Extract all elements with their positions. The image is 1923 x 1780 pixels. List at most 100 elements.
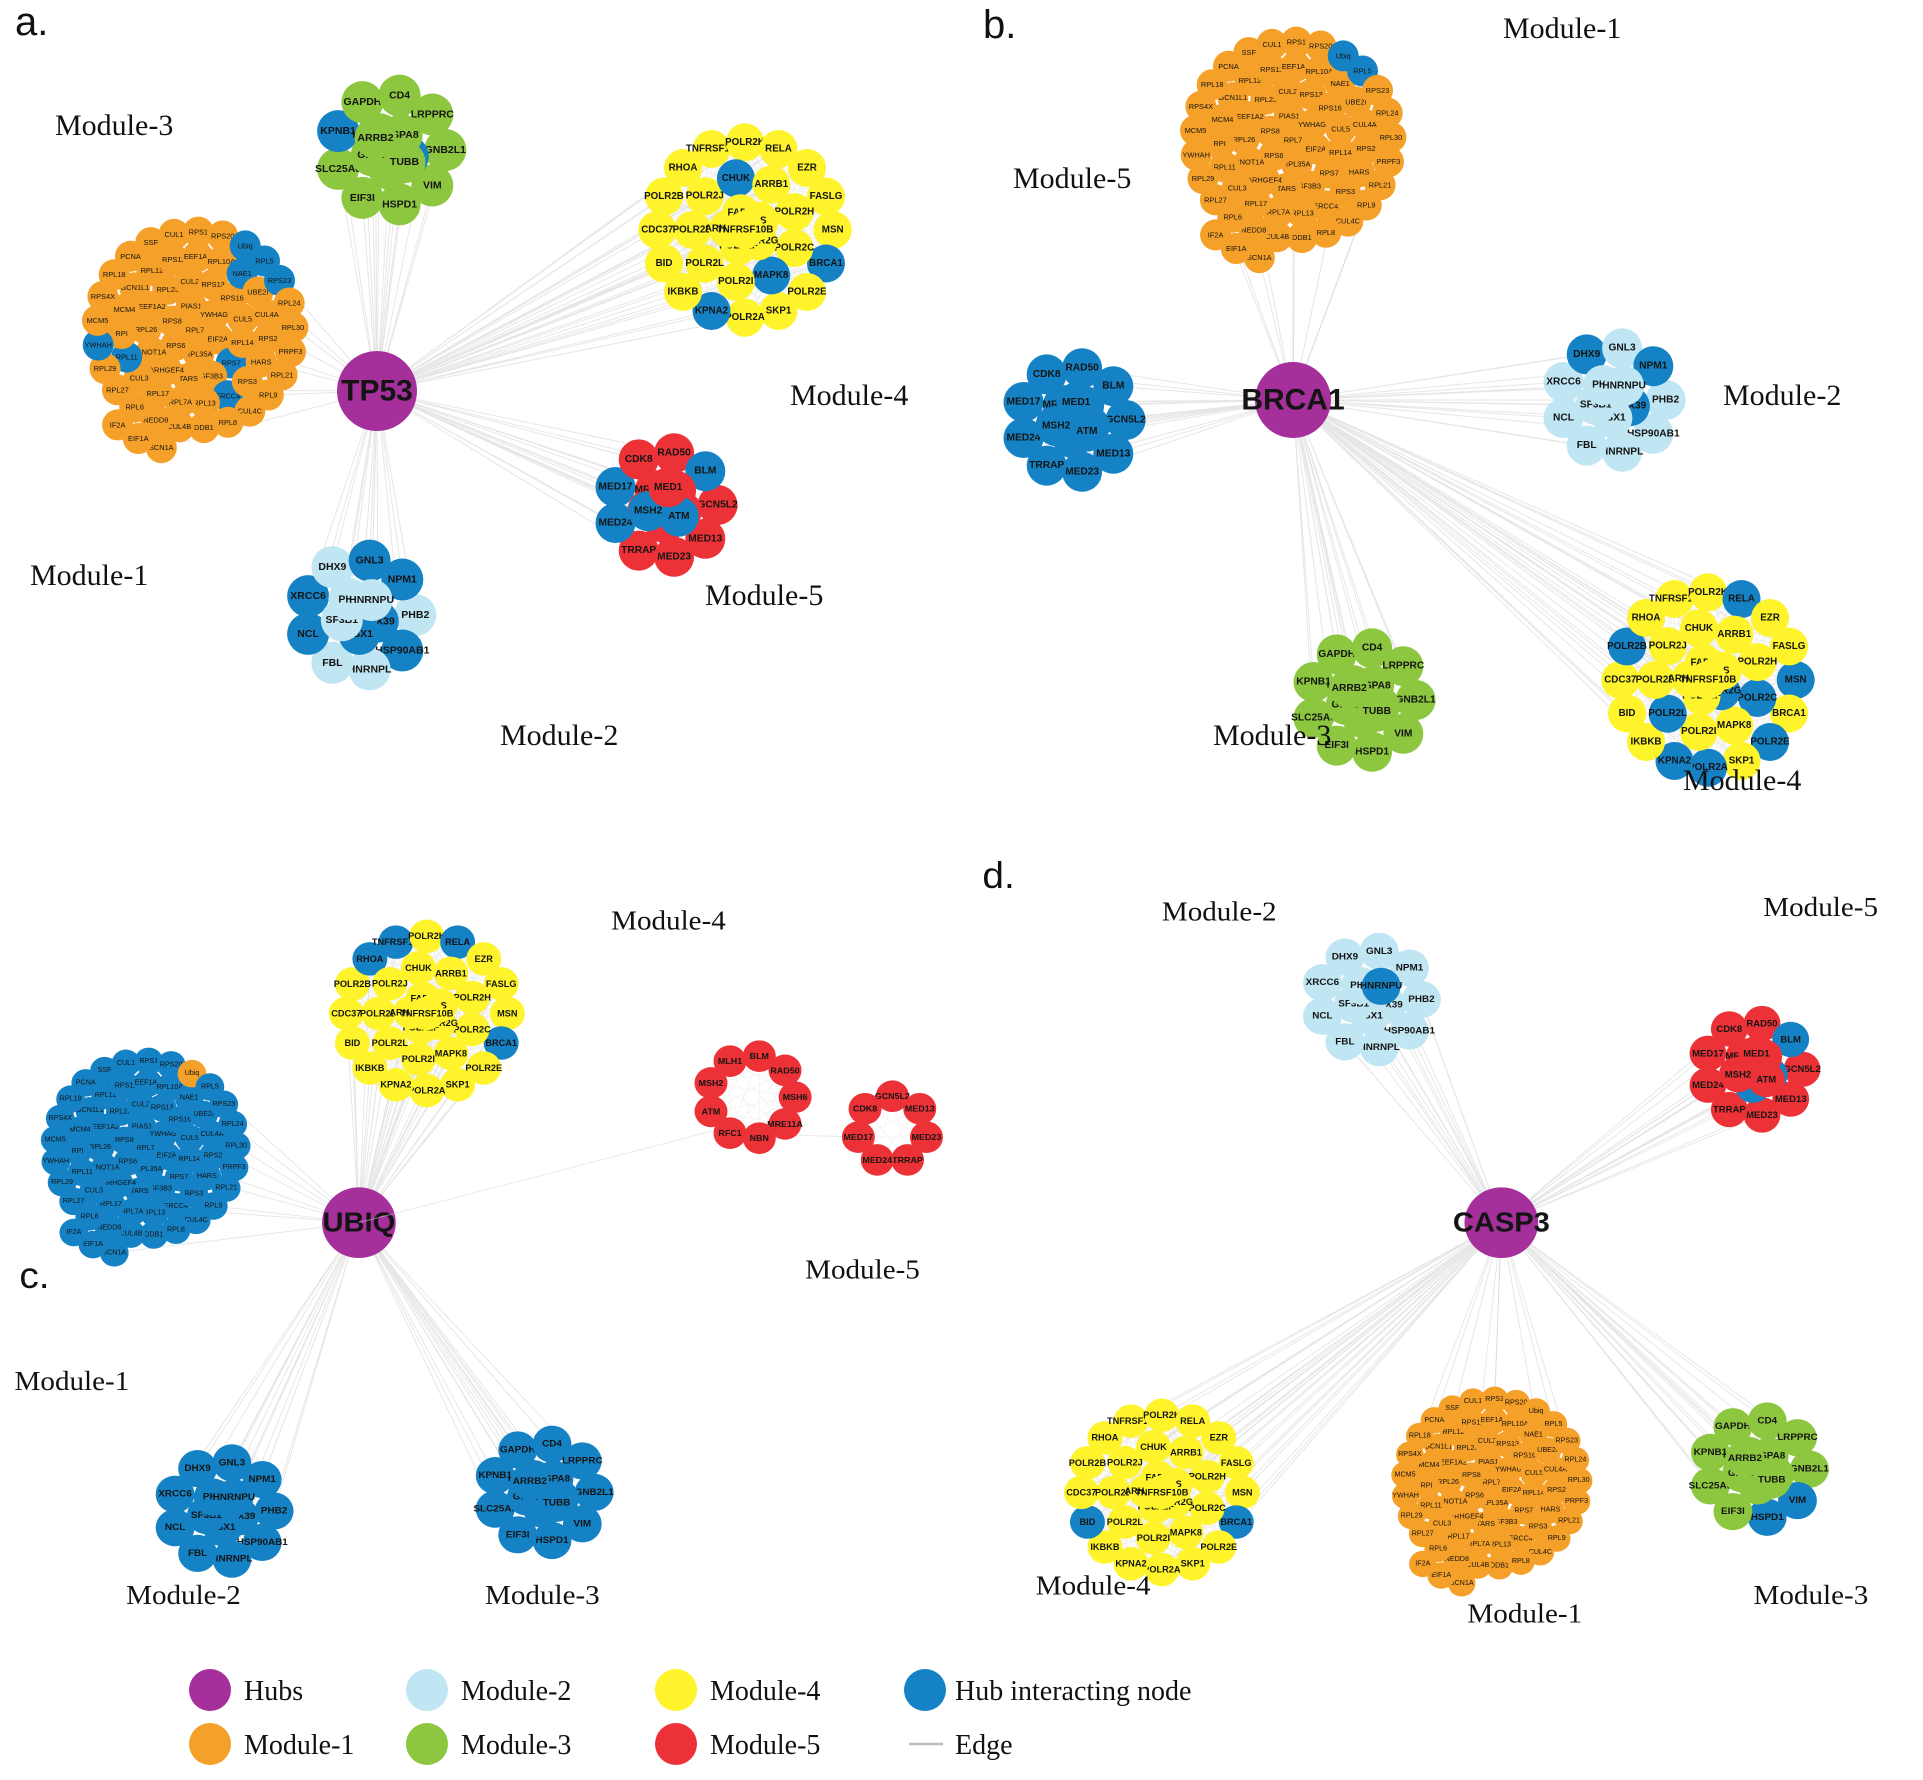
svg-text:RHOA: RHOA bbox=[1632, 613, 1661, 624]
svg-text:IKBKB: IKBKB bbox=[1090, 1542, 1120, 1552]
svg-text:RPL11: RPL11 bbox=[116, 353, 138, 362]
svg-text:RHOA: RHOA bbox=[356, 954, 384, 964]
svg-text:DHX9: DHX9 bbox=[1332, 952, 1359, 963]
svg-text:HARS: HARS bbox=[1540, 1507, 1560, 1514]
svg-text:BRCA1: BRCA1 bbox=[1772, 708, 1806, 719]
svg-text:GAPDH: GAPDH bbox=[343, 96, 381, 108]
svg-text:FBL: FBL bbox=[188, 1548, 207, 1559]
svg-text:POLR2H: POLR2H bbox=[1738, 657, 1778, 668]
svg-text:UBE2I: UBE2I bbox=[1537, 1447, 1558, 1454]
svg-text:VIM: VIM bbox=[1394, 728, 1412, 739]
svg-text:Module-1: Module-1 bbox=[1467, 1599, 1582, 1629]
svg-text:RPI: RPI bbox=[1213, 139, 1225, 148]
svg-text:RPS23: RPS23 bbox=[1366, 86, 1389, 95]
svg-text:MSH2: MSH2 bbox=[699, 1078, 724, 1088]
svg-text:RPS8: RPS8 bbox=[115, 1137, 134, 1144]
svg-text:RPL14: RPL14 bbox=[231, 338, 254, 347]
svg-text:EZR: EZR bbox=[475, 954, 494, 964]
svg-text:CUL5: CUL5 bbox=[233, 315, 252, 324]
svg-text:PIAS1: PIAS1 bbox=[1279, 111, 1300, 120]
svg-text:CUL4C: CUL4C bbox=[1336, 217, 1361, 226]
svg-text:RPL12: RPL12 bbox=[141, 266, 164, 275]
svg-text:CHUK: CHUK bbox=[722, 173, 750, 184]
svg-text:MCM4: MCM4 bbox=[1418, 1462, 1439, 1469]
svg-text:NAE1: NAE1 bbox=[1524, 1432, 1543, 1439]
svg-text:GCN5L2: GCN5L2 bbox=[1105, 415, 1146, 426]
svg-text:PCNA: PCNA bbox=[1218, 62, 1239, 71]
svg-text:RPL18: RPL18 bbox=[103, 270, 126, 279]
svg-text:ARRB2: ARRB2 bbox=[1728, 1453, 1762, 1464]
svg-text:CDC37: CDC37 bbox=[641, 225, 674, 236]
svg-text:MCM4: MCM4 bbox=[114, 305, 136, 314]
svg-text:SKP1: SKP1 bbox=[1181, 1559, 1205, 1569]
svg-text:RPL26: RPL26 bbox=[1437, 1479, 1459, 1486]
svg-text:NAE1: NAE1 bbox=[232, 269, 251, 278]
svg-text:POLR2L: POLR2L bbox=[685, 258, 724, 269]
svg-text:TUBB: TUBB bbox=[1363, 706, 1391, 717]
svg-text:Module-1: Module-1 bbox=[15, 1367, 130, 1397]
svg-text:SSF: SSF bbox=[1445, 1405, 1459, 1412]
svg-text:RPL12: RPL12 bbox=[1239, 76, 1262, 85]
svg-text:CHUK: CHUK bbox=[1140, 1442, 1167, 1452]
svg-text:ARRB2: ARRB2 bbox=[357, 132, 393, 144]
svg-text:RPL24: RPL24 bbox=[1564, 1457, 1586, 1464]
svg-text:CDC37: CDC37 bbox=[1604, 675, 1637, 686]
svg-text:EIF1A: EIF1A bbox=[83, 1241, 103, 1248]
svg-text:RPS3: RPS3 bbox=[185, 1191, 204, 1198]
svg-text:ATM: ATM bbox=[668, 511, 689, 522]
svg-text:Module-4: Module-4 bbox=[1683, 764, 1801, 797]
svg-text:RPL6: RPL6 bbox=[125, 403, 144, 412]
svg-text:MED24: MED24 bbox=[1007, 433, 1041, 444]
svg-text:CUL3: CUL3 bbox=[85, 1187, 103, 1194]
svg-text:PHB2: PHB2 bbox=[401, 609, 429, 621]
svg-text:MCM5: MCM5 bbox=[87, 316, 109, 325]
svg-text:RPL17: RPL17 bbox=[1448, 1534, 1470, 1541]
svg-text:XRCC6: XRCC6 bbox=[158, 1489, 192, 1500]
svg-text:MED24: MED24 bbox=[862, 1155, 892, 1165]
svg-text:Module-5: Module-5 bbox=[805, 1255, 920, 1285]
svg-text:RPL14: RPL14 bbox=[178, 1156, 200, 1163]
svg-text:RPL24: RPL24 bbox=[1376, 109, 1399, 118]
svg-text:Module-3: Module-3 bbox=[461, 1730, 571, 1761]
svg-text:GNB2L1: GNB2L1 bbox=[575, 1487, 615, 1498]
svg-text:HNRNPU: HNRNPU bbox=[349, 594, 394, 606]
svg-text:Module-4: Module-4 bbox=[611, 906, 726, 936]
svg-text:FASLG: FASLG bbox=[1221, 1458, 1252, 1468]
svg-text:RPL18: RPL18 bbox=[1201, 80, 1224, 89]
svg-text:RPL30: RPL30 bbox=[282, 323, 305, 332]
svg-text:XRCC6: XRCC6 bbox=[290, 590, 326, 602]
svg-text:MSN: MSN bbox=[1785, 675, 1807, 686]
svg-text:TP53: TP53 bbox=[341, 375, 413, 408]
svg-text:MSN: MSN bbox=[1232, 1488, 1252, 1498]
svg-text:GAPDH: GAPDH bbox=[1715, 1421, 1751, 1432]
svg-text:HSPD1: HSPD1 bbox=[536, 1535, 570, 1546]
svg-text:RPL5: RPL5 bbox=[201, 1084, 219, 1091]
svg-text:Ubiq: Ubiq bbox=[185, 1070, 200, 1077]
svg-text:RAD50: RAD50 bbox=[1065, 363, 1099, 374]
svg-text:TARS: TARS bbox=[1277, 184, 1296, 193]
svg-text:MAPK8: MAPK8 bbox=[435, 1049, 467, 1059]
svg-text:SKP1: SKP1 bbox=[446, 1080, 470, 1090]
svg-text:POLR2B: POLR2B bbox=[1607, 641, 1647, 652]
svg-text:CUL3: CUL3 bbox=[130, 373, 149, 382]
svg-text:RPL29: RPL29 bbox=[1192, 174, 1215, 183]
svg-text:RPL13: RPL13 bbox=[143, 1210, 165, 1217]
svg-text:HNRNPL: HNRNPL bbox=[1359, 1042, 1400, 1053]
svg-text:POLR2H: POLR2H bbox=[1189, 1472, 1226, 1482]
svg-text:RPL11: RPL11 bbox=[72, 1169, 93, 1176]
svg-text:MRE11A: MRE11A bbox=[767, 1119, 803, 1129]
svg-text:POLR2H: POLR2H bbox=[454, 993, 491, 1003]
svg-text:BRCA1: BRCA1 bbox=[1220, 1517, 1252, 1527]
svg-text:XRCC6: XRCC6 bbox=[1546, 377, 1581, 388]
svg-text:YWHAG: YWHAG bbox=[1298, 120, 1326, 129]
svg-text:RPL26: RPL26 bbox=[89, 1144, 111, 1151]
svg-text:PCNA: PCNA bbox=[120, 252, 141, 261]
svg-text:MED24: MED24 bbox=[1692, 1080, 1724, 1090]
svg-text:POLR2I: POLR2I bbox=[718, 276, 754, 287]
svg-text:Ubiq: Ubiq bbox=[238, 241, 253, 250]
svg-text:BRCA1: BRCA1 bbox=[485, 1038, 517, 1048]
svg-text:MED1: MED1 bbox=[1743, 1049, 1769, 1059]
svg-text:RPL7: RPL7 bbox=[1483, 1480, 1501, 1487]
svg-text:RPL8: RPL8 bbox=[1512, 1558, 1530, 1565]
svg-text:TARS: TARS bbox=[179, 374, 198, 383]
